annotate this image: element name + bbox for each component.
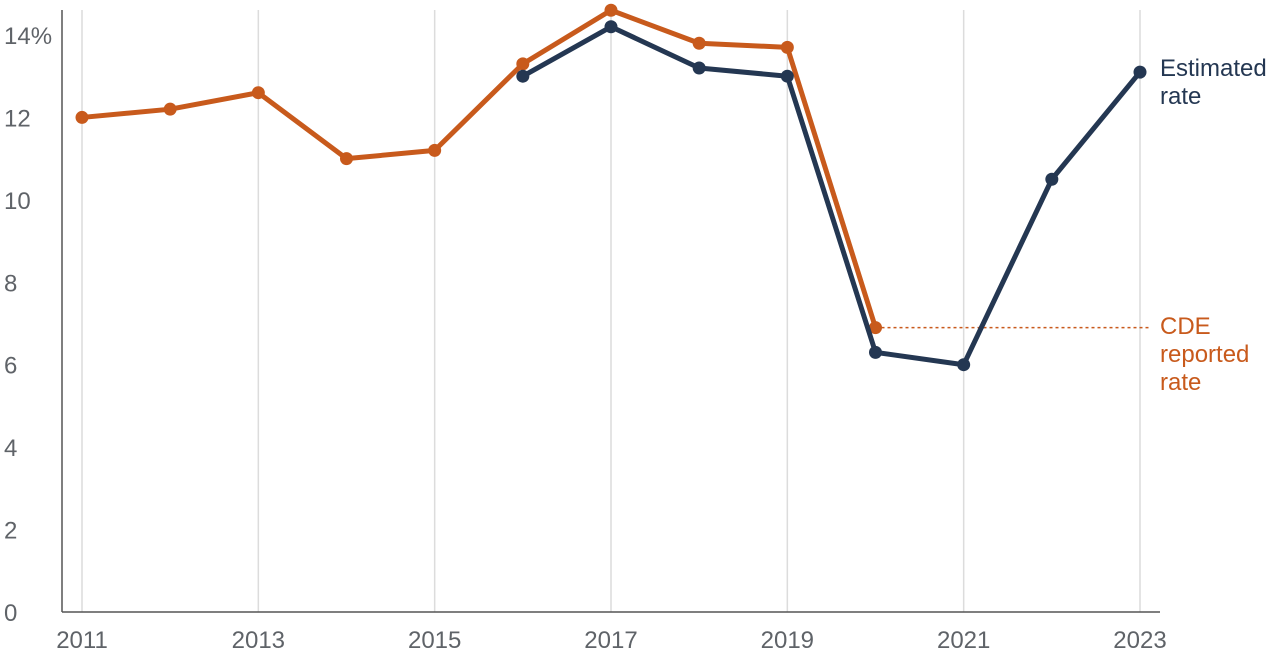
data-point-cde-2013 bbox=[251, 86, 265, 100]
y-tick-label-10: 10 bbox=[4, 188, 31, 215]
series-label-line: reported bbox=[1160, 341, 1249, 368]
data-point-cde-2014 bbox=[340, 152, 353, 166]
y-tick-label-12: 12 bbox=[4, 105, 31, 132]
series-line-estimated bbox=[520, 24, 1143, 368]
data-point-estimated-2019 bbox=[780, 69, 794, 83]
data-point-cde-2018 bbox=[692, 36, 706, 50]
x-tick-label-2011: 2011 bbox=[56, 627, 108, 654]
x-tick-label-2017: 2017 bbox=[584, 627, 637, 654]
series-line-cde bbox=[79, 7, 878, 331]
data-point-cde-2012 bbox=[163, 102, 177, 116]
data-point-cde-2015 bbox=[428, 143, 442, 157]
data-point-estimated-2021 bbox=[957, 358, 971, 372]
series-label-line: Estimated bbox=[1160, 55, 1267, 82]
series-label-cde: CDE reported rate bbox=[1160, 313, 1249, 396]
data-point-cde-2016 bbox=[516, 57, 530, 71]
data-point-estimated-2016 bbox=[516, 69, 530, 83]
data-point-estimated-2018 bbox=[692, 61, 706, 75]
data-point-estimated-2017 bbox=[604, 20, 618, 34]
data-point-cde-2019 bbox=[780, 40, 794, 54]
x-tick-label-2021: 2021 bbox=[937, 627, 990, 654]
y-tick-label-0: 0 bbox=[4, 600, 17, 627]
x-tick-label-2023: 2023 bbox=[1113, 627, 1166, 654]
y-tick-label-4: 4 bbox=[4, 435, 17, 462]
data-point-cde-2020 bbox=[869, 321, 882, 335]
data-point-cde-2017 bbox=[604, 3, 618, 17]
data-point-cde-2011 bbox=[75, 110, 89, 124]
series-label-line: rate bbox=[1160, 83, 1201, 110]
y-tick-label-8: 8 bbox=[4, 270, 17, 297]
data-point-estimated-2022 bbox=[1045, 172, 1059, 186]
series-label-estimated: Estimated rate bbox=[1160, 55, 1267, 110]
y-tick-label-6: 6 bbox=[4, 353, 17, 380]
series-label-line: CDE bbox=[1160, 313, 1211, 340]
x-tick-label-2013: 2013 bbox=[232, 627, 285, 654]
series-label-line: rate bbox=[1160, 369, 1201, 396]
y-tick-label-14: 14% bbox=[4, 23, 52, 50]
x-tick-label-2015: 2015 bbox=[408, 627, 461, 654]
x-tick-label-2019: 2019 bbox=[761, 627, 814, 654]
data-point-estimated-2020 bbox=[869, 345, 882, 359]
data-point-estimated-2023 bbox=[1133, 65, 1147, 79]
y-tick-label-2: 2 bbox=[4, 518, 17, 545]
